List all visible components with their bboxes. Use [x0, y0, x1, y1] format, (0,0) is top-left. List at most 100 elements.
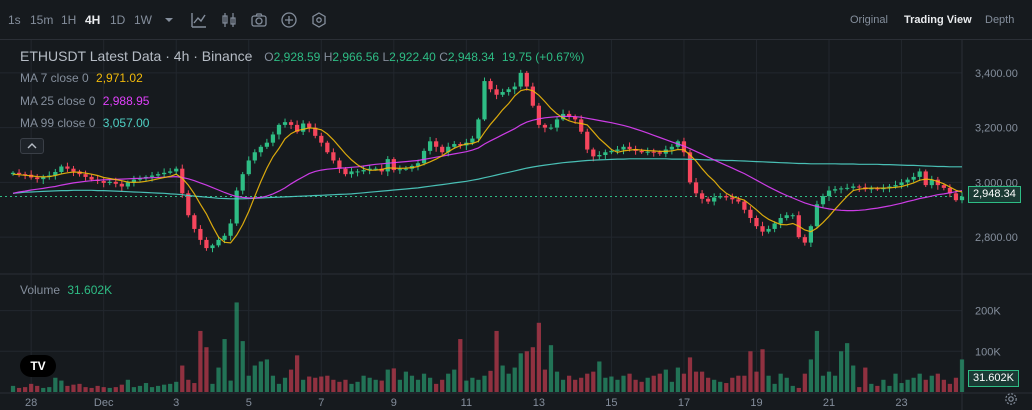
- volume-bar: [337, 381, 342, 392]
- candle: [585, 128, 590, 154]
- interval-4h-button[interactable]: 4H: [85, 13, 101, 27]
- volume-bar: [125, 379, 130, 392]
- volume-bar: [796, 387, 801, 392]
- volume-axis-label: 200K: [975, 306, 1001, 318]
- candle: [234, 187, 239, 226]
- volume-bar: [409, 375, 415, 392]
- candle: [83, 170, 88, 181]
- candle: [210, 243, 215, 253]
- time-axis-label: 13: [533, 397, 545, 409]
- candle: [180, 164, 185, 198]
- candle: [65, 162, 70, 172]
- volume-bar: [627, 373, 632, 392]
- volume-bar: [59, 380, 64, 392]
- candle: [337, 157, 342, 174]
- volume-bar: [65, 385, 70, 392]
- volume-bar: [22, 387, 28, 392]
- volume-bar: [427, 377, 433, 392]
- camera-icon[interactable]: [250, 11, 268, 29]
- candle: [446, 142, 451, 157]
- candlestick-chart[interactable]: 3,400.003,200.003,000.002,800.00200K100K…: [0, 40, 1032, 410]
- volume-bar: [959, 359, 965, 392]
- axes: 3,400.003,200.003,000.002,800.00200K100K…: [25, 68, 1018, 409]
- volume-bar: [917, 373, 922, 392]
- candle: [282, 118, 288, 128]
- volume-bar: [881, 379, 886, 392]
- ma99-legend: MA 99 close 0 3,057.00: [20, 116, 149, 130]
- volume-bar: [379, 380, 384, 392]
- interval-1d-button[interactable]: 1D: [110, 13, 126, 27]
- ma99-line: [12, 158, 962, 200]
- settings-hex-icon[interactable]: [310, 11, 328, 29]
- chevron-down-icon[interactable]: [160, 11, 178, 29]
- volume-bar: [307, 376, 312, 392]
- volume-bar: [869, 383, 874, 392]
- volume-bar: [748, 351, 753, 392]
- candle-type-icon[interactable]: [220, 11, 238, 29]
- interval-1s-button[interactable]: 1s: [8, 13, 21, 27]
- candle: [875, 186, 880, 191]
- candle: [71, 165, 76, 177]
- volume-bar: [162, 384, 167, 392]
- volume-bar: [373, 379, 378, 392]
- candle: [681, 137, 687, 157]
- candle: [935, 176, 940, 190]
- volume-bar: [923, 379, 928, 392]
- candle: [808, 224, 814, 247]
- volume-bar: [119, 384, 124, 392]
- volume-bar: [53, 377, 58, 392]
- volume-bar: [663, 369, 668, 392]
- volume-bar: [476, 379, 481, 392]
- candle: [186, 190, 191, 218]
- candle: [168, 168, 173, 175]
- candle: [397, 165, 402, 174]
- volume-bar: [264, 359, 270, 392]
- volume-bar: [651, 375, 656, 392]
- volume-bar: [657, 373, 662, 392]
- tradingview-logo[interactable]: TV: [20, 355, 56, 377]
- interval-1h-button[interactable]: 1H: [61, 13, 77, 27]
- volume-bar: [947, 383, 953, 392]
- view-trading-view-tab[interactable]: Trading View: [904, 14, 972, 26]
- volume-bar: [784, 377, 789, 392]
- interval-1w-button[interactable]: 1W: [134, 13, 152, 27]
- view-original-tab[interactable]: Original: [850, 14, 888, 26]
- candle: [506, 87, 511, 96]
- add-circle-icon[interactable]: [280, 11, 298, 29]
- time-axis-label: 17: [678, 397, 690, 409]
- volume-bar: [742, 375, 747, 392]
- volume-bar: [325, 375, 330, 392]
- open-value: 2,928.59: [273, 50, 321, 64]
- volume-legend: Volume 31.602K: [20, 283, 112, 297]
- candle: [174, 166, 179, 175]
- volume-bar: [597, 361, 602, 392]
- indicator-icon[interactable]: [190, 11, 208, 29]
- collapse-legend-button[interactable]: [20, 138, 44, 154]
- volume-bar: [397, 379, 402, 392]
- candle: [554, 116, 560, 132]
- candle: [101, 177, 106, 188]
- candle: [742, 199, 747, 214]
- volume-bar: [186, 379, 191, 392]
- candle: [47, 171, 52, 180]
- view-depth-tab[interactable]: Depth: [985, 14, 1015, 26]
- time-axis-label: 19: [750, 397, 762, 409]
- gear-icon[interactable]: [1004, 392, 1018, 406]
- volume-bar: [198, 330, 203, 392]
- volume-bar: [180, 365, 185, 392]
- volume-bar: [724, 383, 729, 392]
- candle: [548, 124, 554, 131]
- candle: [953, 190, 959, 202]
- price-axis-label: 3,400.00: [975, 68, 1018, 80]
- volume-bar: [16, 387, 22, 392]
- high-label: H: [323, 50, 333, 64]
- interval-15m-button[interactable]: 15m: [30, 13, 54, 27]
- chevron-up-icon: [27, 143, 37, 149]
- candle: [730, 193, 735, 204]
- volume-bar: [301, 379, 306, 392]
- volume-bar: [536, 322, 542, 392]
- candle: [621, 144, 626, 155]
- volume-bar: [615, 379, 620, 392]
- chart-toolbar: 1s 15m 1H 4H 1D 1W Original Trading View…: [0, 0, 1032, 40]
- volume-bar: [391, 368, 396, 392]
